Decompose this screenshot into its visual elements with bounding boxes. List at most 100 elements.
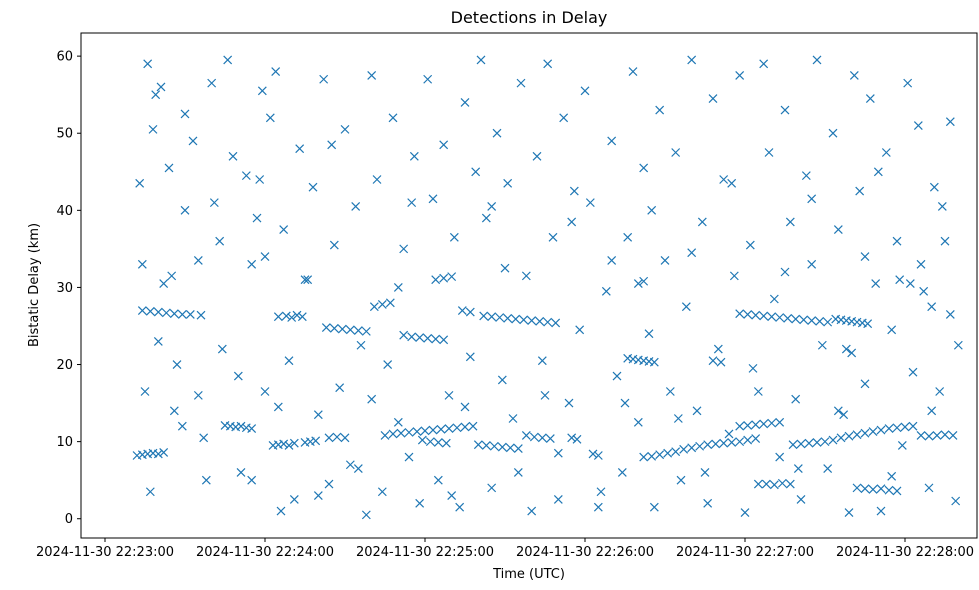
data-point-marker	[145, 487, 155, 497]
data-point-marker	[271, 67, 281, 76]
data-point-marker	[775, 313, 785, 322]
y-tick-label: 50	[56, 127, 73, 142]
data-point-marker	[735, 421, 745, 431]
data-point-marker	[884, 424, 894, 433]
data-point-marker	[703, 498, 713, 508]
data-point-marker	[860, 428, 870, 438]
data-point-marker	[321, 323, 331, 332]
data-point-marker	[892, 236, 902, 246]
data-point-marker	[455, 502, 465, 512]
data-point-marker	[719, 438, 729, 448]
data-point-marker	[433, 437, 443, 447]
data-point-marker	[444, 424, 454, 433]
data-point-marker	[916, 431, 926, 440]
data-point-marker	[852, 483, 862, 493]
data-point-marker	[567, 217, 577, 227]
data-point-marker	[863, 319, 873, 329]
data-point-marker	[924, 431, 934, 441]
data-point-marker	[852, 430, 862, 440]
data-point-marker	[545, 434, 555, 443]
data-point-marker	[527, 316, 537, 326]
data-point-marker	[743, 309, 753, 319]
data-point-marker	[487, 483, 497, 493]
data-point-marker	[276, 506, 286, 516]
data-point-marker	[937, 202, 947, 211]
data-point-marker	[708, 94, 718, 103]
data-point-marker	[417, 435, 427, 445]
data-point-marker	[329, 240, 339, 250]
data-point-marker	[260, 252, 270, 262]
x-tick-label: 2024-11-30 22:25:00	[356, 545, 494, 560]
data-point-marker	[180, 205, 190, 215]
data-point-marker	[353, 326, 363, 336]
data-point-marker	[380, 431, 390, 440]
data-point-marker	[940, 430, 950, 440]
data-point-marker	[868, 427, 878, 437]
data-point-marker	[844, 508, 854, 517]
x-tick-label: 2024-11-30 22:28:00	[836, 545, 974, 560]
data-point-marker	[313, 410, 323, 420]
data-point-marker	[257, 86, 267, 96]
data-point-marker	[780, 267, 790, 277]
data-point-marker	[868, 485, 878, 494]
data-point-marker	[929, 182, 939, 192]
data-point-marker	[748, 363, 758, 373]
data-point-marker	[593, 502, 603, 512]
data-point-marker	[775, 417, 785, 427]
data-point-marker	[663, 448, 673, 458]
data-point-marker	[487, 202, 497, 211]
data-point-marker	[681, 302, 691, 312]
data-point-marker	[140, 387, 150, 396]
data-point-marker	[769, 480, 779, 490]
data-point-marker	[812, 55, 822, 65]
y-tick-label: 10	[56, 435, 73, 450]
data-point-marker	[719, 175, 729, 184]
data-point-marker	[932, 431, 942, 440]
data-point-marker	[372, 175, 382, 184]
data-point-marker	[436, 424, 446, 434]
data-point-marker	[679, 444, 689, 454]
data-point-marker	[871, 279, 881, 288]
data-point-marker	[145, 306, 155, 316]
data-point-marker	[460, 422, 470, 432]
data-point-marker	[489, 441, 499, 451]
data-point-marker	[513, 468, 523, 477]
data-point-marker	[439, 335, 449, 345]
data-point-marker	[775, 452, 785, 462]
data-point-marker	[804, 438, 814, 448]
data-point-marker	[647, 205, 657, 215]
data-point-marker	[508, 414, 518, 423]
data-point-marker	[383, 360, 393, 369]
data-point-marker	[703, 440, 713, 450]
data-point-marker	[828, 435, 838, 445]
data-point-marker	[724, 429, 734, 439]
x-tick-label: 2024-11-30 22:27:00	[676, 545, 814, 560]
data-point-marker	[156, 82, 166, 92]
data-point-marker	[311, 436, 321, 446]
data-point-marker	[695, 441, 705, 451]
data-point-marker	[412, 427, 422, 437]
data-point-marker	[887, 325, 897, 335]
data-point-marker	[567, 433, 577, 443]
y-tick-label: 60	[56, 50, 73, 65]
data-point-marker	[769, 294, 779, 304]
data-point-marker	[247, 424, 257, 433]
data-point-marker	[623, 232, 633, 242]
data-point-marker	[887, 471, 897, 481]
data-point-marker	[927, 406, 937, 416]
data-point-marker	[500, 263, 510, 273]
data-point-marker	[431, 275, 441, 285]
data-point-marker	[759, 311, 769, 321]
data-point-marker	[367, 70, 377, 80]
data-point-marker	[399, 244, 409, 254]
data-point-marker	[447, 491, 457, 501]
data-point-marker	[892, 423, 902, 433]
data-point-marker	[329, 323, 339, 333]
data-point-marker	[537, 356, 547, 366]
data-point-marker	[503, 313, 513, 323]
data-point-marker	[564, 398, 574, 408]
data-point-marker	[505, 443, 515, 453]
data-point-marker	[481, 441, 491, 450]
data-point-marker	[876, 484, 886, 494]
data-point-marker	[649, 357, 659, 367]
